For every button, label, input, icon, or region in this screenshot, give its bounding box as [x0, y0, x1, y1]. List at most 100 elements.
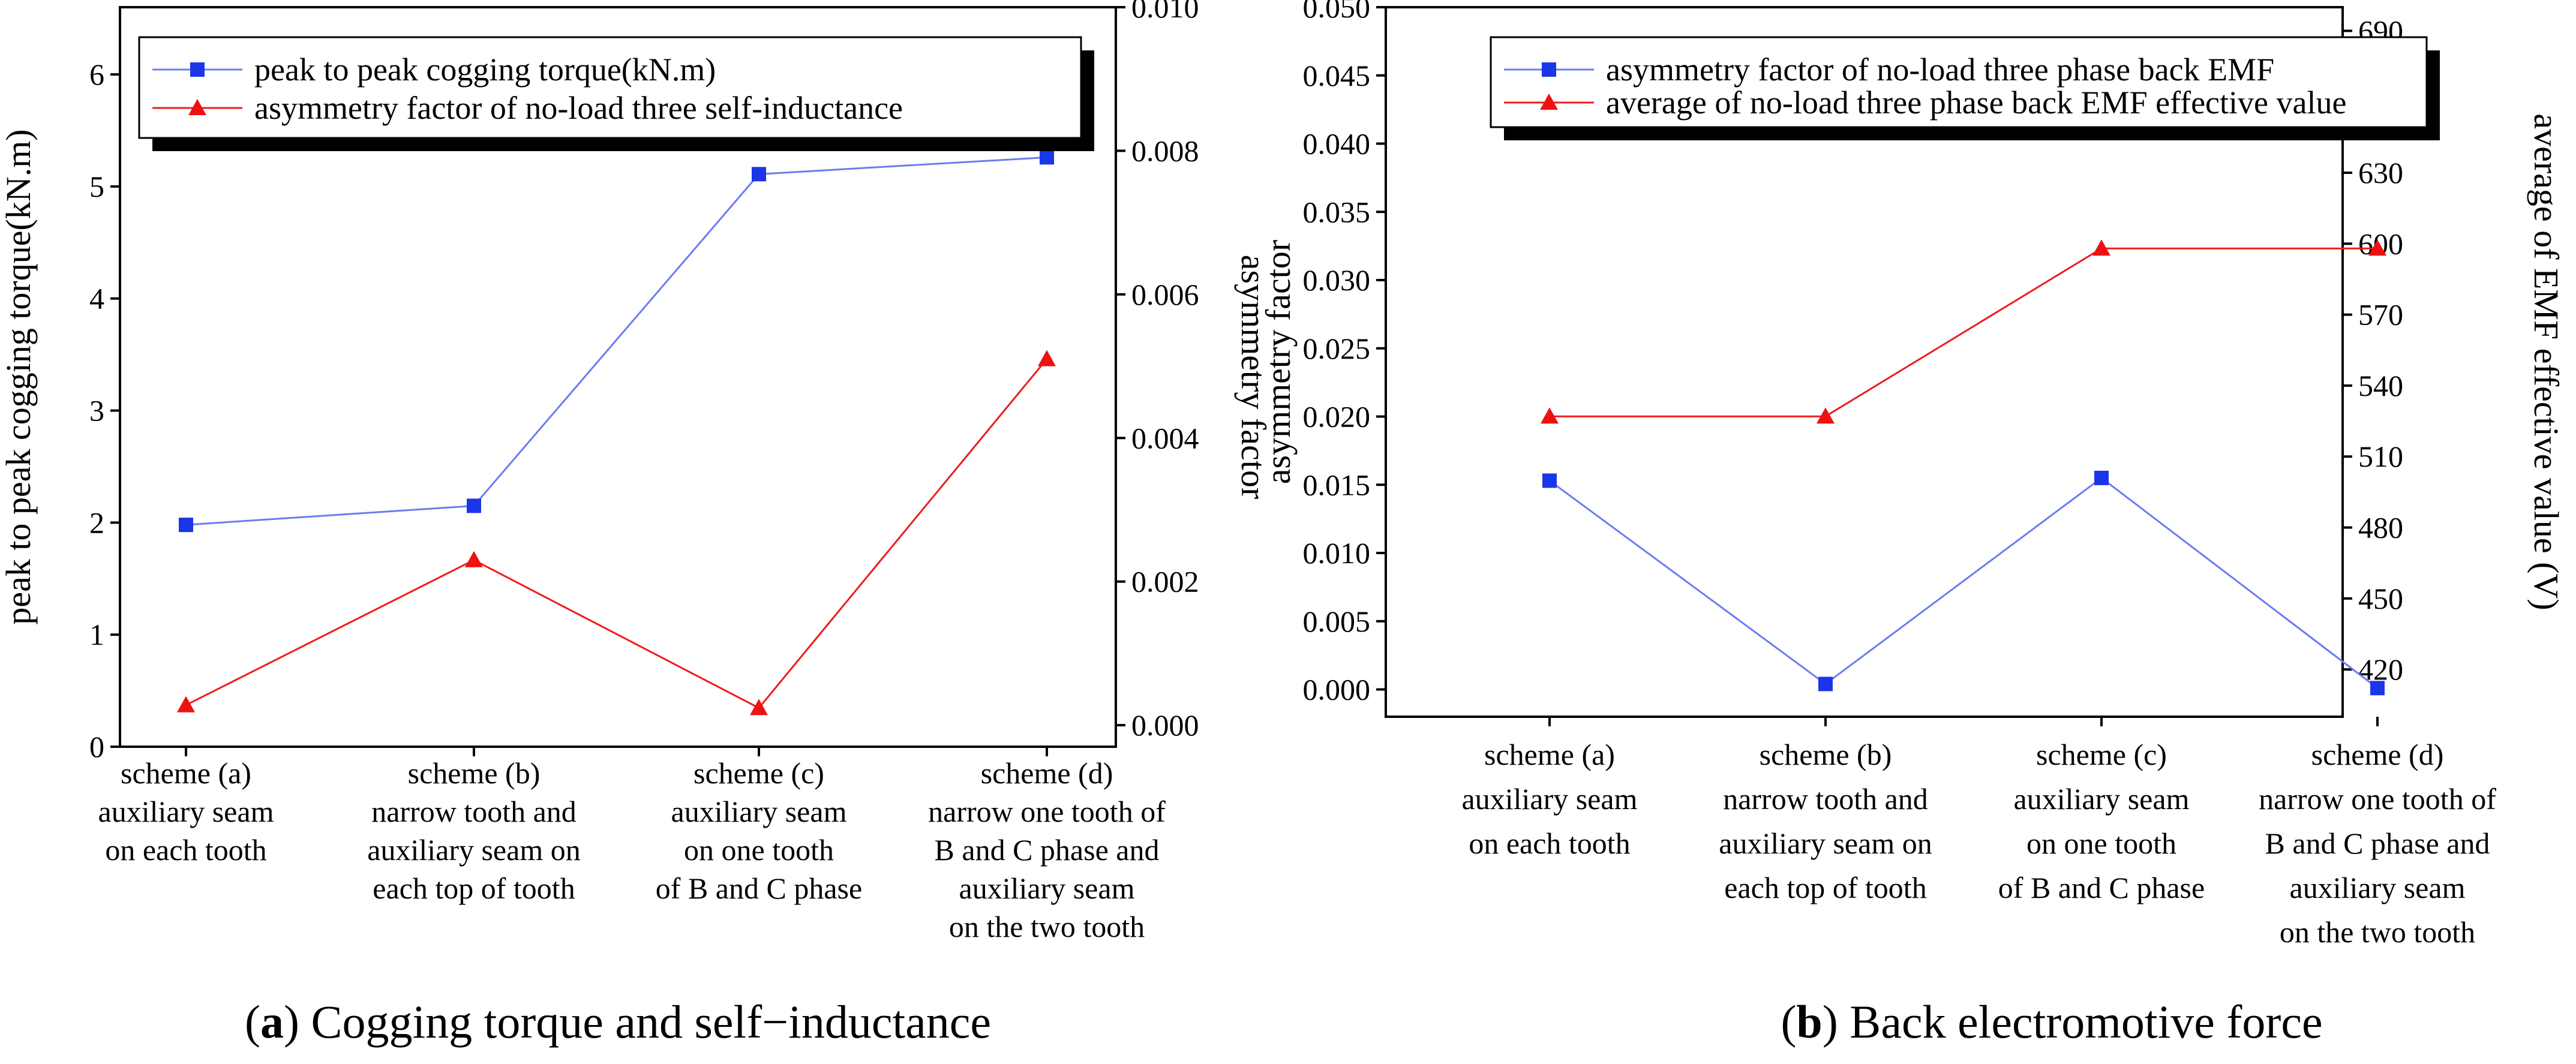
y-tick-label: 2 — [89, 506, 104, 539]
legend-marker-triangle — [188, 99, 206, 115]
data-point-square — [1818, 677, 1833, 692]
category-label: scheme (b) narrow tooth and auxiliary seam… — [367, 756, 580, 905]
category-label-line: on the two tooth — [949, 910, 1145, 943]
caption-paren-open: ( — [245, 996, 260, 1048]
category-label: scheme (d) narrow one tooth of B and C pha… — [928, 756, 1166, 943]
y2-tick-label: 0.004 — [1131, 421, 1199, 455]
category-label-line: on the two tooth — [2280, 915, 2475, 949]
category-label-line: auxiliary seam — [2290, 871, 2466, 904]
y2-tick-label: 420 — [2358, 653, 2403, 686]
category-label: scheme (d) narrow one tooth of B and C pha… — [2259, 738, 2496, 949]
data-point-square — [2094, 470, 2109, 485]
category-label-line: on each tooth — [105, 833, 266, 867]
data-point-square — [1040, 150, 1054, 165]
legend-label: peak to peak cogging torque(kN.m) — [254, 52, 716, 88]
y-tick-label: 3 — [89, 394, 104, 428]
category-label-line: narrow one tooth of — [928, 795, 1166, 828]
y-tick-label: 6 — [89, 58, 104, 91]
y2-tick-label: 510 — [2358, 440, 2403, 473]
category-label-line: scheme (a) — [121, 756, 251, 790]
y-tick-label: 0.000 — [1303, 673, 1371, 707]
plot-frame — [1385, 6, 2344, 718]
category-label-line: each top of tooth — [373, 871, 575, 905]
category-label-line: scheme (b) — [1760, 738, 1892, 771]
category-label-line: auxiliary seam — [1462, 782, 1638, 816]
category-label-line: scheme (d) — [2311, 738, 2444, 771]
series-line-1 — [1549, 476, 2378, 689]
data-point-triangle — [1541, 407, 1559, 424]
category-label-line: on one tooth — [684, 833, 834, 867]
category-label-line: narrow one tooth of — [2259, 782, 2496, 816]
y-axis-label: peak to peak cogging torque(kN.m) — [0, 129, 38, 624]
y-tick-label: 0 — [89, 730, 104, 764]
legend-marker-square — [190, 62, 205, 77]
y2-tick-label: 0.000 — [1131, 708, 1199, 742]
series-line-2 — [185, 358, 1048, 710]
data-point-triangle — [177, 696, 195, 713]
chart-b: 0.000 0.005 0.010 0.015 0.020 0.025 0.030 0.035… — [1259, 0, 2566, 1048]
category-label-line: scheme (b) — [408, 756, 541, 790]
data-point-triangle — [1038, 350, 1056, 366]
data-point-triangle — [2092, 239, 2110, 256]
y-tick-label: 0.005 — [1303, 605, 1371, 638]
y-tick-label: 1 — [89, 618, 104, 651]
category-label-line: auxiliary seam — [959, 871, 1135, 905]
category-label-line: scheme (c) — [2036, 738, 2167, 771]
legend-label: asymmetry factor of no-load three phase … — [1606, 52, 2274, 88]
category-label: scheme (c) auxiliary seam on one tooth of B… — [1998, 738, 2205, 904]
legend-marker-triangle — [1540, 94, 1558, 110]
y-tick-label: 0.030 — [1303, 263, 1371, 297]
y2-tick-label: 450 — [2358, 582, 2403, 615]
data-point-square — [467, 498, 481, 513]
legend-box — [138, 36, 1082, 139]
y-tick-label: 4 — [89, 282, 104, 315]
y2-tick-label: 540 — [2358, 369, 2403, 402]
y2-tick-label: 630 — [2358, 156, 2403, 190]
category-label-line: auxiliary seam — [2014, 782, 2190, 816]
series-line-2 — [1550, 247, 2377, 417]
category-label-line: on one tooth — [2026, 826, 2176, 860]
category-label-line: narrow tooth and — [371, 795, 577, 828]
y-tick-label: 0.050 — [1303, 0, 1371, 24]
y-tick-label: 5 — [89, 170, 104, 203]
caption-paren-open: ( — [1781, 996, 1796, 1048]
y2-axis-label: asymmetry factor — [1234, 255, 1273, 499]
category-label-line: scheme (a) — [1484, 738, 1615, 771]
data-point-square — [1542, 473, 1557, 488]
data-point-triangle — [750, 699, 768, 716]
y-tick-label: 0.035 — [1303, 195, 1371, 229]
plot-frame — [119, 6, 1117, 748]
category-label: scheme (a) auxiliary seam on each tooth — [1462, 738, 1638, 860]
category-label-line: of B and C phase — [1998, 871, 2205, 904]
y-tick-label: 0.025 — [1303, 332, 1371, 365]
data-point-square — [179, 518, 193, 533]
category-label: scheme (a) auxiliary seam on each tooth — [98, 756, 274, 867]
legend-marker-square — [1542, 62, 1556, 77]
y-tick-label: 0.040 — [1303, 127, 1371, 161]
category-label: scheme (c) auxiliary seam on one tooth of B… — [656, 756, 862, 905]
category-label-line: scheme (d) — [981, 756, 1113, 790]
y2-tick-label: 0.006 — [1131, 278, 1199, 311]
y-tick-label: 0.045 — [1303, 59, 1371, 92]
category-label-line: B and C phase and — [2265, 826, 2490, 860]
figure-caption: (b) Back electromotive force — [1781, 996, 2322, 1048]
y-tick-label: 0.020 — [1303, 400, 1371, 434]
y-tick-label: 0.015 — [1303, 468, 1371, 501]
y2-tick-label: 0.010 — [1131, 0, 1199, 24]
y2-tick-label: 570 — [2358, 298, 2403, 332]
caption-paren-close: ) — [284, 996, 311, 1048]
y-axis-label: asymmetry factor — [1259, 240, 1298, 484]
y2-tick-label: 0.008 — [1131, 134, 1199, 167]
category-label-line: scheme (c) — [693, 756, 824, 790]
legend-label: average of no-load three phase back EMF … — [1606, 85, 2346, 121]
category-label: scheme (b) narrow tooth and auxiliary seam… — [1719, 738, 1932, 904]
category-label-line: narrow tooth and — [1723, 782, 1928, 816]
category-label-line: auxiliary seam — [98, 795, 274, 828]
caption-letter: a — [260, 996, 284, 1048]
caption-letter: b — [1796, 996, 1822, 1048]
category-label-line: each top of tooth — [1724, 871, 1926, 904]
category-label-line: of B and C phase — [656, 871, 862, 905]
y2-tick-label: 480 — [2358, 511, 2403, 545]
category-label-line: B and C phase and — [935, 833, 1160, 867]
